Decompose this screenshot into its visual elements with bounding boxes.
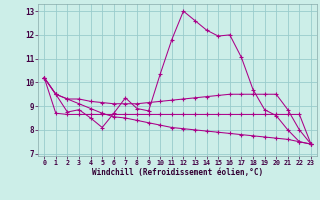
X-axis label: Windchill (Refroidissement éolien,°C): Windchill (Refroidissement éolien,°C) (92, 168, 263, 177)
